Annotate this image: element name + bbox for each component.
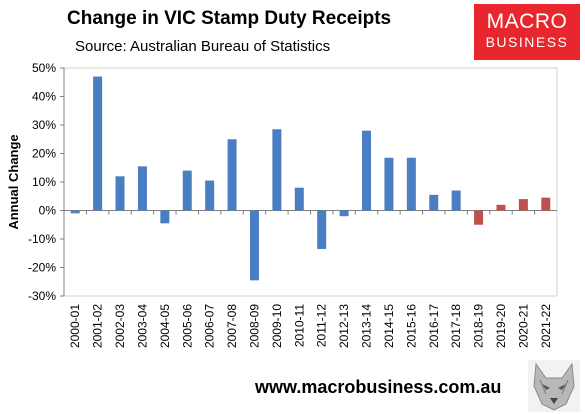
logo-line-1: MACRO <box>486 10 568 33</box>
y-tick-label: 10% <box>32 175 56 189</box>
bar-2006-07 <box>205 180 215 211</box>
website-url: www.macrobusiness.com.au <box>255 377 502 397</box>
bar-2015-16 <box>406 157 416 211</box>
x-tick-label: 2002-03 <box>113 304 127 348</box>
bar-2007-08 <box>227 139 237 211</box>
x-tick-label: 2010-11 <box>292 304 306 347</box>
x-tick-label: 2012-13 <box>337 304 351 348</box>
bar-2021-22 <box>541 197 551 211</box>
bar-2012-13 <box>339 210 349 217</box>
chart-source: Source: Australian Bureau of Statistics <box>75 38 331 55</box>
y-tick-label: -10% <box>28 232 56 246</box>
wolf-icon <box>528 360 580 412</box>
bar-2020-21 <box>518 199 528 211</box>
bar-2005-06 <box>182 170 192 211</box>
y-tick-label: -20% <box>28 261 56 275</box>
x-tick-label: 2007-08 <box>225 304 239 348</box>
y-tick-label: 20% <box>32 147 56 161</box>
bar-2018-19 <box>474 210 484 225</box>
x-tick-label: 2011-12 <box>315 304 329 347</box>
x-tick-label: 2017-18 <box>449 304 463 348</box>
x-tick-label: 2009-10 <box>270 304 284 348</box>
x-tick-label: 2019-20 <box>494 304 508 348</box>
bar-2004-05 <box>160 210 170 224</box>
x-tick-label: 2015-16 <box>404 304 418 348</box>
bar-2019-20 <box>496 204 506 211</box>
bar-2008-09 <box>249 210 259 281</box>
x-tick-label: 2018-19 <box>472 304 486 348</box>
bar-2014-15 <box>384 157 394 211</box>
x-tick-label: 2021-22 <box>539 304 553 348</box>
x-tick-label: 2008-09 <box>247 304 261 348</box>
x-tick-label: 2006-07 <box>203 304 217 348</box>
x-tick-label: 2013-14 <box>360 304 374 348</box>
y-tick-label: 0% <box>39 204 57 218</box>
y-tick-label: -30% <box>28 289 56 303</box>
brand-logo: MACRO BUSINESS <box>474 4 580 60</box>
x-tick-label: 2014-15 <box>382 304 396 348</box>
bar-2003-04 <box>137 166 147 211</box>
x-tick-label: 2004-05 <box>158 304 172 348</box>
bar-2016-17 <box>429 194 439 211</box>
bar-2017-18 <box>451 190 461 211</box>
y-tick-label: 50% <box>32 61 56 75</box>
x-tick-label: 2020-21 <box>516 304 530 348</box>
logo-line-2: BUSINESS <box>485 34 569 50</box>
y-tick-label: 40% <box>32 90 56 104</box>
bar-2013-14 <box>362 130 372 211</box>
bar-2002-03 <box>115 176 125 211</box>
x-tick-label: 2016-17 <box>427 304 441 348</box>
bar-2000-01 <box>70 210 80 214</box>
y-tick-label: 30% <box>32 118 56 132</box>
bar-2011-12 <box>317 210 327 249</box>
x-tick-label: 2003-04 <box>135 304 149 348</box>
chart-title: Change in VIC Stamp Duty Receipts <box>67 8 392 29</box>
x-tick-label: 2001-02 <box>91 304 105 348</box>
bar-2001-02 <box>93 76 103 211</box>
bar-2010-11 <box>294 187 304 211</box>
x-tick-label: 2000-01 <box>68 304 82 348</box>
x-tick-label: 2005-06 <box>180 304 194 348</box>
y-axis-title: Annual Change <box>6 134 21 229</box>
bar-2009-10 <box>272 129 282 211</box>
